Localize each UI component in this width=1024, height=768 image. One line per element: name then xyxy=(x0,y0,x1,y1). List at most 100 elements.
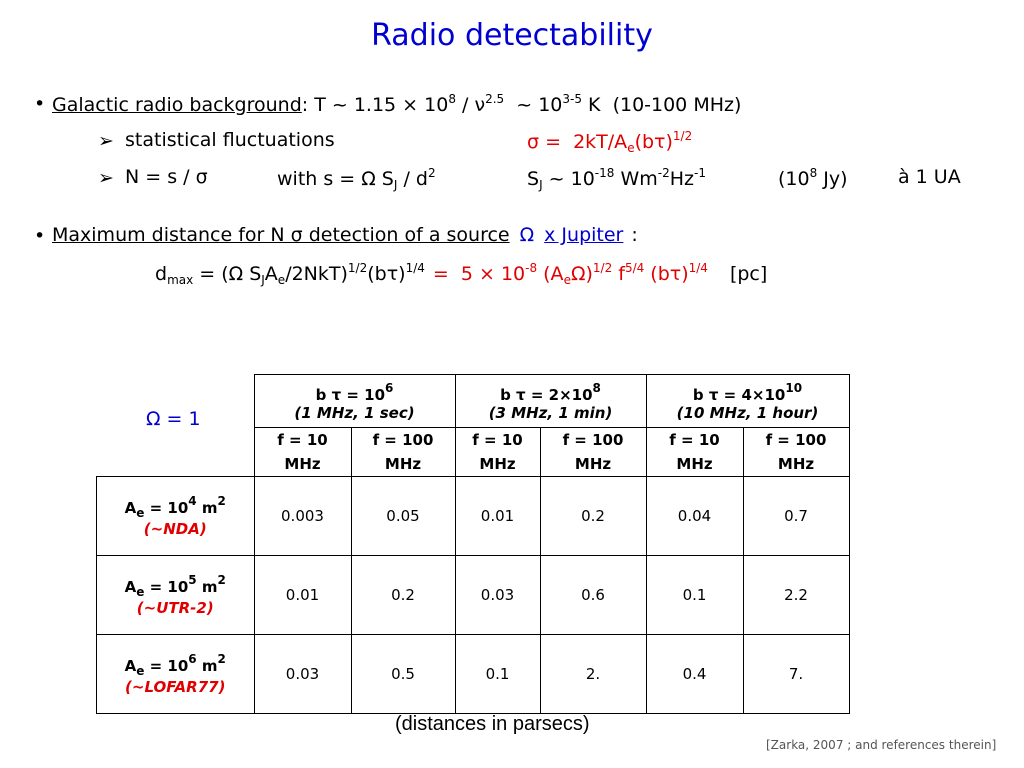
cell: Ae = 105 m2 (~UTR-2) xyxy=(96,555,255,635)
text-run: 8 xyxy=(592,380,601,395)
bullet: ➢ xyxy=(98,167,114,189)
text-run: 3-5 xyxy=(562,92,582,106)
text-run: 2 xyxy=(427,166,436,180)
text-run: d xyxy=(155,263,168,285)
text-run: (bτ) xyxy=(634,131,673,153)
text-run: -8 xyxy=(525,261,538,275)
area-label: Ae = 105 m2 xyxy=(97,573,254,599)
cell: 0.04 xyxy=(645,476,744,556)
data-row: Ae = 104 m2 (~NDA) 0.003 0.05 0.01 0.2 0.04 0.7 xyxy=(96,476,850,556)
text-run: -2 xyxy=(657,166,670,180)
cell: 0.01 xyxy=(253,555,352,635)
text-run: = 5 × 10 xyxy=(432,263,526,285)
text-run: = 10 xyxy=(144,578,189,596)
text-run: statistical fluctuations xyxy=(125,129,335,151)
text-line: N = s / σ xyxy=(125,166,208,188)
bullet: ➢ xyxy=(98,130,114,152)
text-run: σ = 2kT/A xyxy=(527,131,628,153)
text-run: 6 xyxy=(385,380,394,395)
text-run: e xyxy=(627,141,635,155)
text-run: Hz xyxy=(669,168,694,190)
text-run: Maximum distance for N σ detection of a … xyxy=(52,224,510,246)
text-run: Ω) xyxy=(570,263,593,285)
group-label: b τ = 2×108 xyxy=(456,381,646,404)
text-run: N = s / σ xyxy=(125,166,208,188)
text-run: (bτ) xyxy=(367,263,406,285)
cell: f = 10 MHz xyxy=(454,427,541,477)
group-note: (3 MHz, 1 min) xyxy=(488,403,613,422)
cell: 0.01 xyxy=(454,476,541,556)
cell: 2.2 xyxy=(742,555,850,635)
text-run: A xyxy=(124,578,137,596)
cell: Ae = 104 m2 (~NDA) xyxy=(96,476,255,556)
text-run: 2 xyxy=(217,494,226,508)
text-run: J xyxy=(393,178,398,192)
text-run: / ν xyxy=(455,94,486,116)
text-run: m xyxy=(196,499,218,517)
text-run: 5 xyxy=(188,573,197,587)
text-run: = 10 xyxy=(144,657,189,675)
cell: 0.2 xyxy=(350,555,456,635)
cell: 2. xyxy=(539,634,647,714)
text-line: with s = Ω SJ / d2 xyxy=(277,166,436,192)
group-note: (1 MHz, 1 sec) xyxy=(294,403,415,422)
text-run: ~ 10 xyxy=(504,94,563,116)
cell: b τ = 106 (1 MHz, 1 sec) xyxy=(253,374,456,428)
text-run: A xyxy=(124,657,137,675)
text-run: Ω xyxy=(519,224,535,246)
text-run: 1/2 xyxy=(347,261,368,275)
text-run: /2NkT) xyxy=(285,263,348,285)
text-run: (A xyxy=(537,263,564,285)
cell: 0.6 xyxy=(539,555,647,635)
text-line: statistical fluctuations xyxy=(125,129,335,151)
header-row: b τ = 106 (1 MHz, 1 sec) b τ = 2×108 (3 MHz… xyxy=(97,374,850,428)
text-run: 6 xyxy=(188,652,197,666)
text-run: J xyxy=(261,273,265,287)
text-run: e xyxy=(136,585,145,599)
text-line: (108 Jy) xyxy=(778,166,848,190)
area-label: Ae = 104 m2 xyxy=(97,494,254,520)
text-line: Galactic radio background: T ~ 1.15 × 10… xyxy=(52,92,741,116)
text-run: : T ~ 1.15 × 10 xyxy=(301,94,449,116)
text-run: b τ = 10 xyxy=(315,385,386,404)
text-run: e xyxy=(136,506,145,520)
area-label: Ae = 106 m2 xyxy=(97,652,254,678)
citation: [Zarka, 2007 ; and references therein] xyxy=(766,738,997,752)
text-run: = (Ω S xyxy=(193,263,262,285)
text-run: 8 xyxy=(809,166,818,180)
instrument: (~NDA) xyxy=(143,520,207,538)
text-run: 1/2 xyxy=(672,129,693,143)
text-line: σ = 2kT/Ae(bτ)1/2 xyxy=(527,129,692,155)
cell: 7. xyxy=(742,634,850,714)
text-run: : xyxy=(631,224,638,246)
text-run: Wm xyxy=(614,168,658,190)
text-run: -1 xyxy=(693,166,706,180)
text-run: x Jupiter xyxy=(544,224,624,246)
text-run: e xyxy=(277,273,286,287)
text-run: f xyxy=(612,263,625,285)
text-line: Maximum distance for N σ detection of a … xyxy=(52,224,638,246)
cell: f = 100 MHz xyxy=(742,427,850,477)
text-run: -18 xyxy=(594,166,615,180)
text-run: ~ 10 xyxy=(542,168,595,190)
cell: f = 10 MHz xyxy=(253,427,352,477)
cell: 0.003 xyxy=(253,476,352,556)
corner-label: Ω = 1 xyxy=(146,408,201,430)
title: Radio detectability xyxy=(371,18,653,53)
text-run: S xyxy=(527,168,540,190)
text-run: / d xyxy=(397,168,428,190)
text-run: e xyxy=(563,273,571,287)
text-run: K (10-100 MHz) xyxy=(581,94,742,116)
text-run: m xyxy=(196,657,218,675)
text-run: [pc] xyxy=(729,263,768,285)
group-label: b τ = 106 xyxy=(255,381,455,404)
text-run: with s = Ω S xyxy=(277,168,394,190)
text-run: max xyxy=(167,273,194,287)
cell: f = 100 MHz xyxy=(350,427,456,477)
instrument: (~LOFAR77) xyxy=(125,678,226,696)
distance-table: b τ = 106 (1 MHz, 1 sec) b τ = 2×108 (3 MHz… xyxy=(96,374,850,714)
text-line: à 1 UA xyxy=(898,166,961,188)
text-run: 2.5 xyxy=(485,92,505,106)
text-run: (bτ) xyxy=(644,263,689,285)
